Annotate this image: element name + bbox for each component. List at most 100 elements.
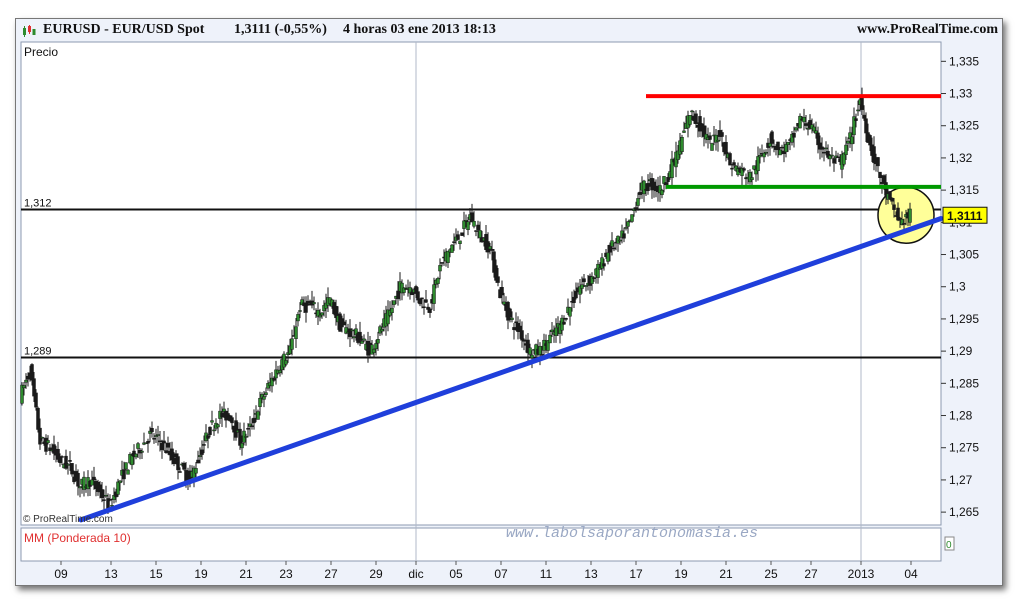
candle-body	[864, 118, 868, 134]
instrument-title: EURUSD - EUR/USD Spot	[43, 22, 205, 37]
candle-body	[538, 346, 542, 356]
candle-body	[856, 109, 860, 112]
candle-body	[78, 486, 82, 489]
candle-body	[424, 299, 428, 303]
x-axis-tick-label: 21	[719, 567, 733, 581]
candle-body	[432, 284, 436, 304]
candle-body	[108, 499, 112, 501]
candle-body	[572, 296, 576, 303]
candle-body	[420, 297, 424, 300]
candle-body	[606, 252, 610, 262]
candle-body	[230, 417, 234, 424]
candle-body	[500, 286, 504, 296]
candle-body	[830, 154, 834, 157]
candle-body	[664, 182, 668, 186]
candle-body	[794, 127, 798, 131]
candle-body	[22, 385, 26, 389]
candle-body	[278, 370, 282, 374]
candle-body	[764, 152, 768, 154]
candle-body	[868, 135, 872, 146]
candle-body	[396, 290, 400, 300]
candle-body	[732, 162, 736, 166]
x-axis-tick-label: 19	[194, 567, 208, 581]
x-axis-tick-label: 27	[324, 567, 338, 581]
candle-body	[150, 428, 154, 433]
candle-body	[380, 329, 384, 332]
candle-body	[136, 443, 140, 449]
candle-body	[162, 440, 166, 444]
candle-body	[584, 285, 588, 287]
candle-body	[888, 191, 892, 199]
candle-body	[116, 481, 120, 495]
candle-body	[780, 146, 784, 149]
horizontal-level-label: 1,312	[24, 197, 52, 209]
candle-body	[488, 246, 492, 250]
candle-body	[860, 96, 864, 110]
candle-body	[194, 468, 198, 474]
candle-body	[820, 146, 824, 150]
candle-body	[146, 440, 150, 444]
candle-body	[68, 460, 72, 462]
ascending-trendline	[78, 215, 944, 523]
candle-body	[804, 123, 808, 126]
price-pane-label: Precio	[24, 45, 58, 59]
last-price-label: 1,3111	[947, 209, 983, 223]
candle-body	[752, 165, 756, 170]
candle-body	[46, 440, 50, 444]
candle-body	[478, 230, 482, 239]
candle-body	[846, 140, 850, 144]
candle-body	[252, 417, 256, 424]
candle-body	[720, 132, 724, 137]
candle-body	[742, 168, 746, 171]
candle-body	[304, 303, 308, 313]
candle-body	[238, 428, 242, 446]
candle-body	[352, 336, 356, 339]
candle-body	[312, 302, 316, 305]
candle-body	[240, 443, 244, 449]
candle-body	[476, 224, 480, 230]
candle-body	[662, 176, 666, 184]
candle-body	[876, 157, 880, 167]
period-datetime: 4 horas 03 ene 2013 18:13	[343, 22, 496, 37]
candle-body	[66, 464, 70, 466]
candle-body	[438, 265, 442, 272]
candle-body	[600, 257, 604, 269]
candle-body	[24, 379, 28, 383]
candle-body	[634, 207, 638, 211]
candle-body	[610, 240, 614, 247]
candle-body	[908, 208, 912, 223]
candle-body	[70, 463, 74, 475]
candle-body	[206, 435, 210, 439]
candle-body	[520, 330, 524, 341]
candle-body	[160, 443, 164, 451]
candle-body	[182, 463, 186, 470]
candle-body	[882, 175, 886, 184]
candle-body	[622, 233, 626, 239]
candle-body	[638, 191, 642, 195]
candle-body	[376, 339, 380, 344]
candle-body	[660, 189, 664, 195]
candle-body	[716, 139, 720, 142]
candle-body	[298, 310, 302, 312]
candle-body	[362, 338, 366, 341]
candle-body	[450, 244, 454, 253]
candle-body	[690, 110, 694, 113]
brand-link[interactable]: www.ProRealTime.com	[856, 22, 998, 37]
candle-body	[40, 436, 44, 439]
y-axis-tick-label: 1,32	[949, 151, 973, 165]
candle-body	[540, 354, 544, 356]
candle-body	[360, 340, 364, 344]
candle-body	[530, 354, 534, 359]
y-axis-tick-label: 1,335	[949, 54, 979, 68]
candle-body	[688, 115, 692, 125]
x-axis-tick-label: 17	[629, 567, 643, 581]
candle-body	[862, 114, 866, 119]
candle-body	[152, 438, 156, 440]
candle-body	[250, 425, 254, 427]
candle-body	[728, 153, 732, 166]
x-axis-tick-label: 13	[584, 567, 598, 581]
candle-body	[118, 480, 122, 484]
y-axis-tick-label: 1,3	[949, 280, 966, 294]
candle-body	[234, 420, 238, 438]
candle-body	[630, 214, 634, 222]
